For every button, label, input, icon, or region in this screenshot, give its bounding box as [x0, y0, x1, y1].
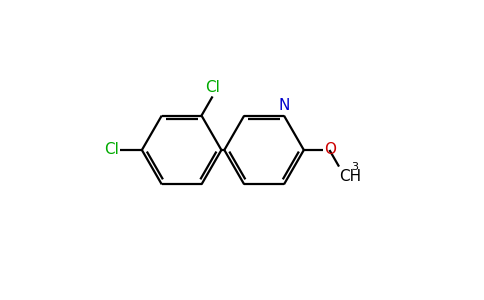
- Text: 3: 3: [351, 162, 358, 172]
- Text: O: O: [324, 142, 336, 158]
- Text: N: N: [279, 98, 290, 112]
- Text: CH: CH: [340, 169, 362, 184]
- Text: Cl: Cl: [104, 142, 119, 158]
- Text: Cl: Cl: [205, 80, 220, 95]
